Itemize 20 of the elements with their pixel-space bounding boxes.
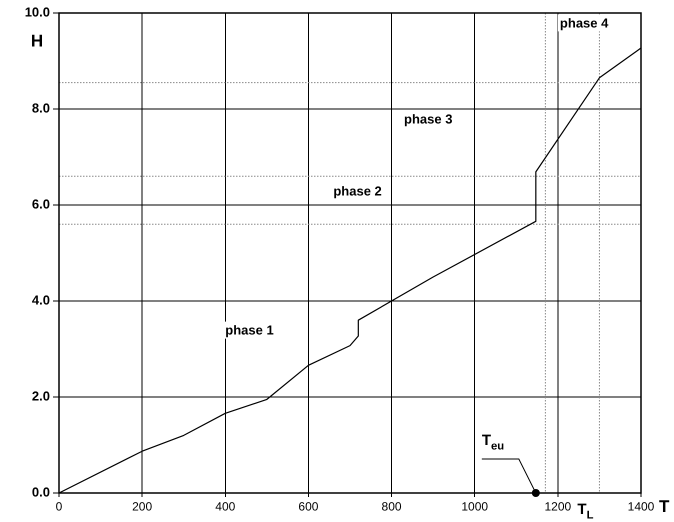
- x-tick-label: 1200: [544, 500, 572, 514]
- x-tick-label: 1000: [461, 500, 488, 514]
- y-tick-label: 4.0: [32, 292, 50, 308]
- x-tick-label: 600: [298, 500, 319, 514]
- y-axis-title: H: [30, 32, 44, 51]
- y-tick-label: 10.0: [24, 4, 50, 20]
- annotation: phase 4: [560, 15, 610, 30]
- y-tick-label: 6.0: [32, 196, 50, 212]
- annotation: phase 3: [404, 111, 452, 126]
- x-tick-label: 0: [56, 500, 63, 514]
- x-axis-title: T: [659, 497, 670, 516]
- x-tick-label: 800: [382, 500, 402, 514]
- y-tick-label: 0.0: [32, 484, 50, 500]
- y-tick-label: 2.0: [32, 388, 50, 404]
- x-tick-label: 400: [215, 500, 236, 514]
- x-tick-label: 200: [132, 500, 152, 514]
- annotation: phase 2: [333, 183, 382, 198]
- y-tick-label: 8.0: [32, 100, 50, 116]
- x-tick-label: 1400: [628, 500, 655, 514]
- annotation: phase 1: [225, 322, 274, 338]
